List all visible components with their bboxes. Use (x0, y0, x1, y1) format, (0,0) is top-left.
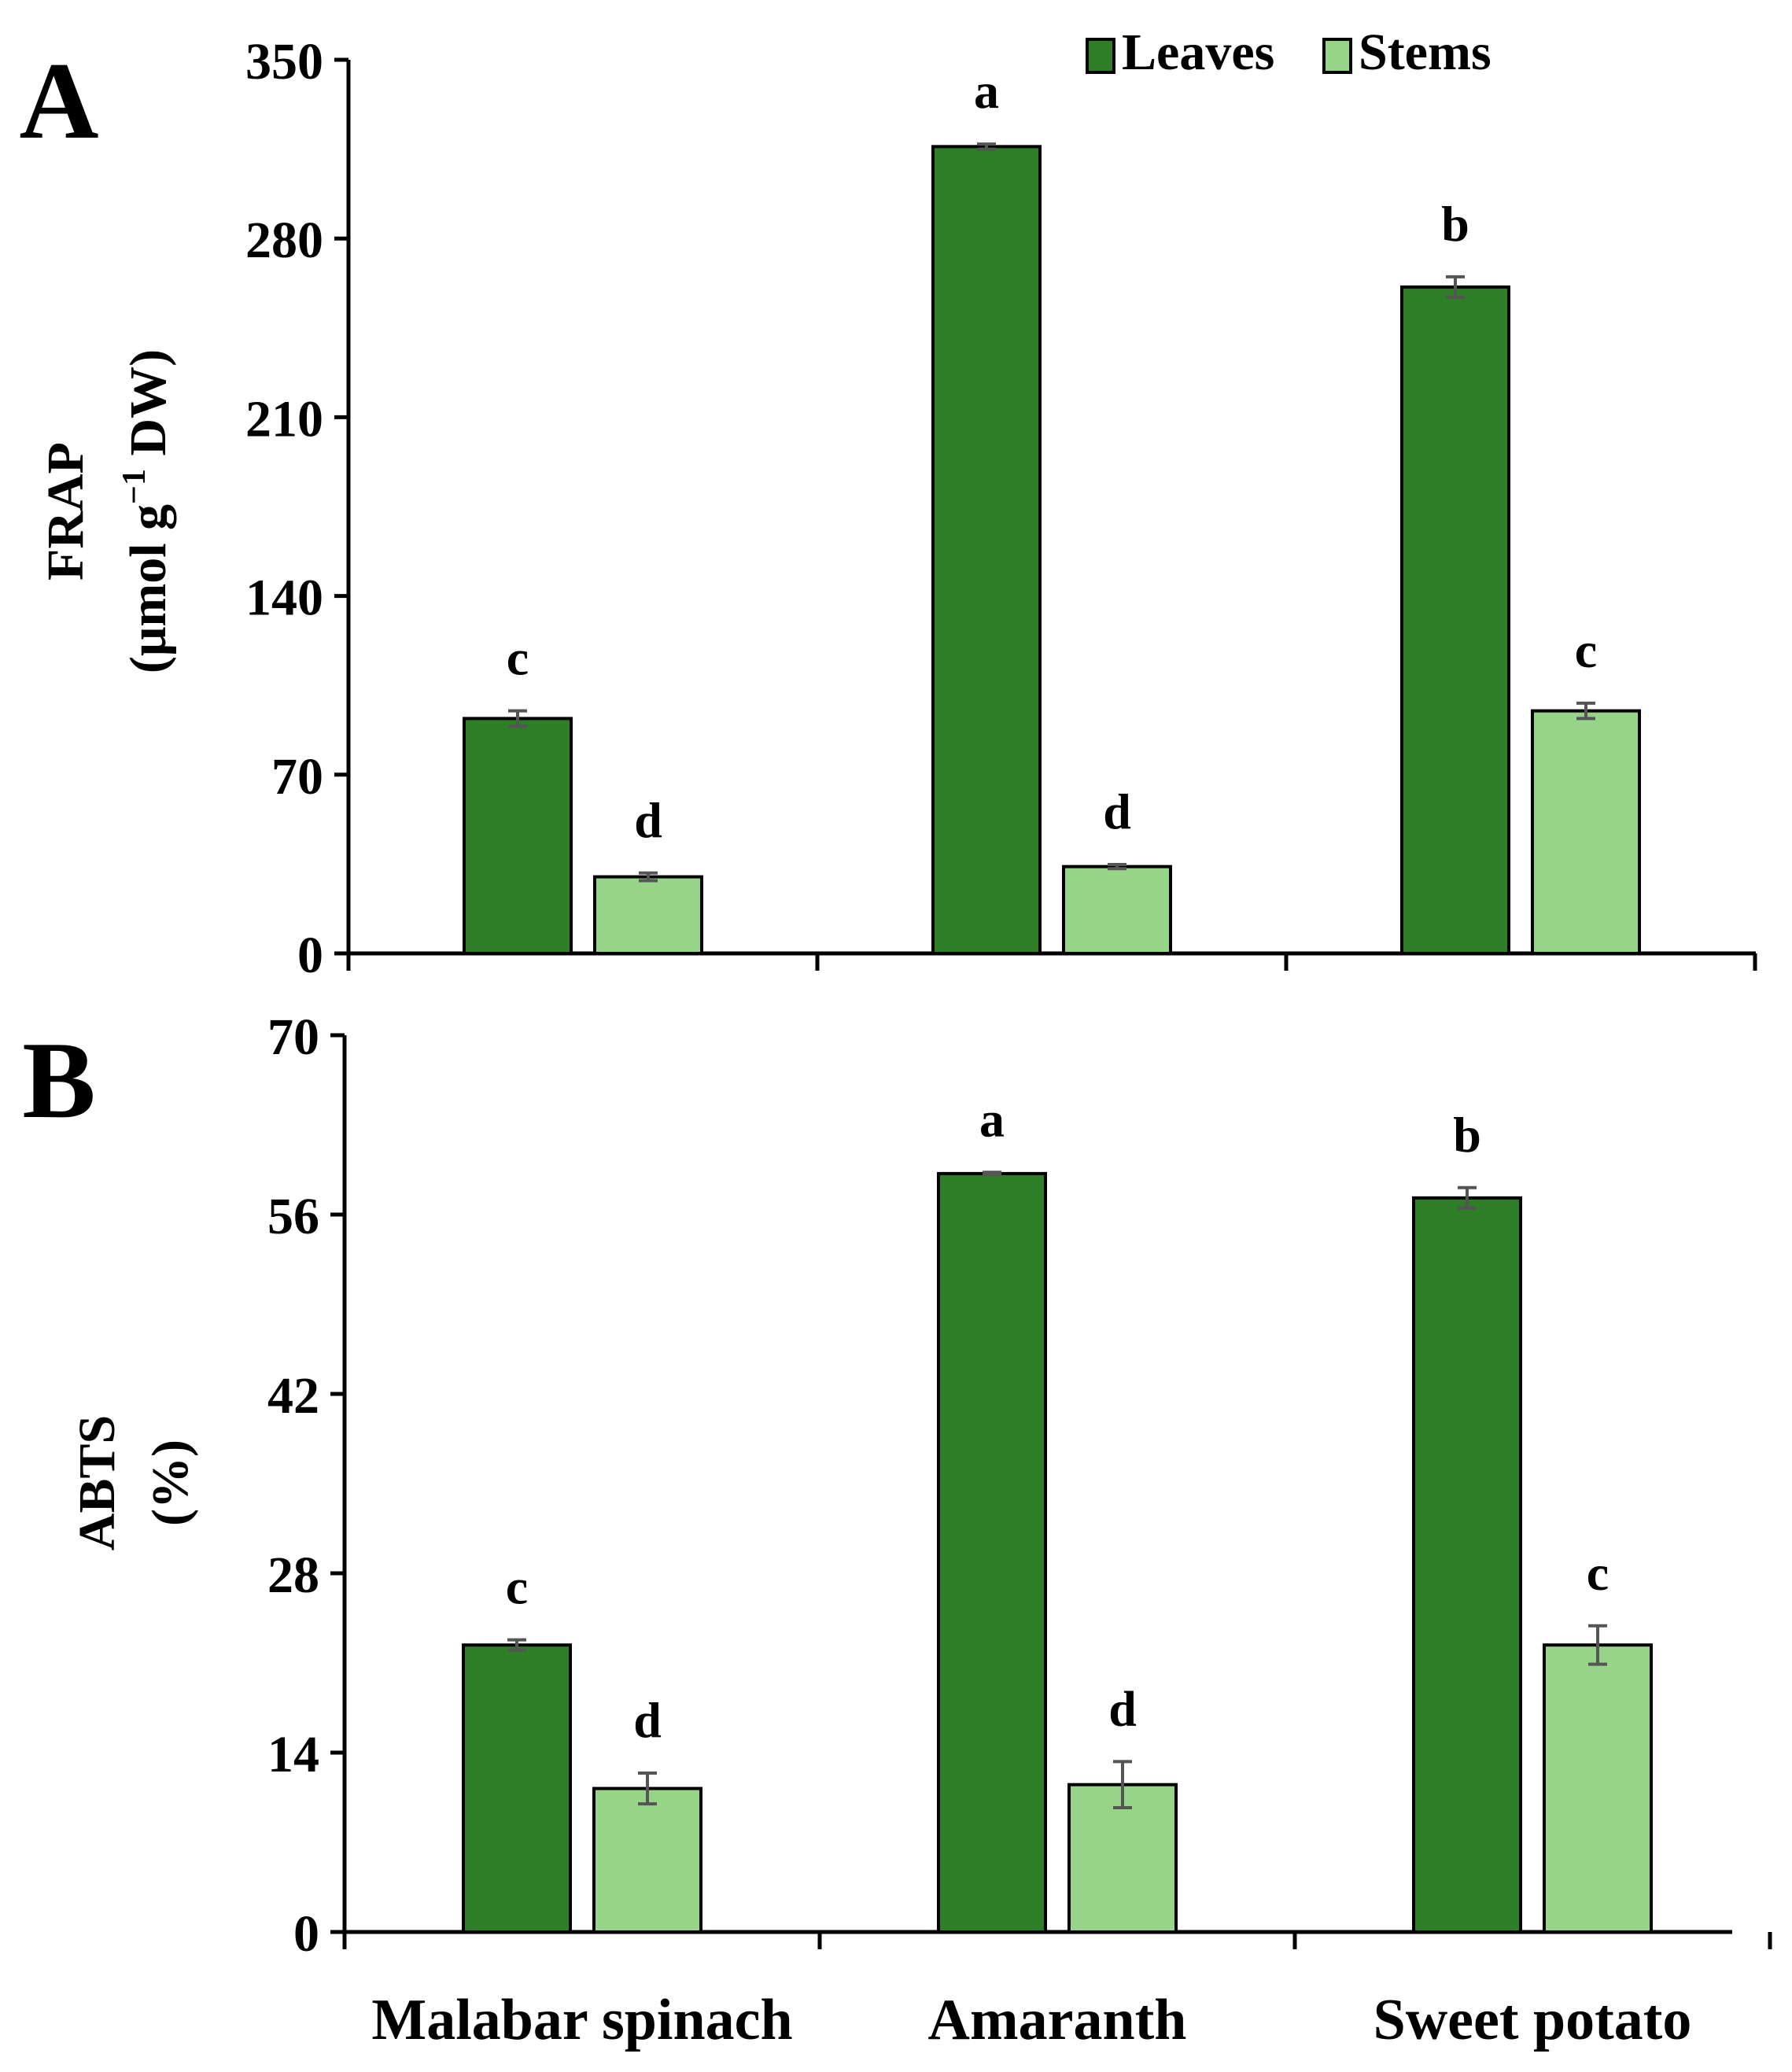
y-axis-label-line2: (μmol g−1 DW) (116, 349, 177, 673)
leaves-bar (1412, 1196, 1522, 1934)
leaves-bar (1400, 285, 1510, 955)
y-tick-label: 70 (271, 748, 323, 806)
significance-letter: d (1108, 1680, 1137, 1736)
significance-letter: c (506, 1559, 528, 1615)
y-tick-label: 42 (267, 1367, 319, 1425)
y-tick-label: 210 (245, 390, 323, 448)
panel-b-abts: B ABTS (%) 0 14 28 42 56 70 c d Malabar spinach a d Am… (22, 1008, 1772, 2052)
y-tick-label: 0 (297, 927, 323, 984)
y-axis-label-unit: (μmol g (120, 504, 177, 673)
panel-label: B (22, 1019, 95, 1141)
y-tick-label: 14 (267, 1726, 319, 1783)
significance-letter: a (974, 63, 999, 119)
x-category-label: Sweet potato (1373, 1988, 1692, 2052)
legend-swatch-stems (1322, 38, 1352, 74)
x-category-label: Malabar spinach (371, 1988, 792, 2052)
y-axis-label-line1: ABTS (68, 1415, 126, 1550)
significance-letter: a (979, 1091, 1005, 1147)
legend-swatch-leaves (1086, 38, 1115, 74)
significance-letter: b (1441, 196, 1469, 252)
stems-bar (592, 1786, 702, 1934)
y-tick-label: 280 (245, 212, 323, 269)
y-axis-label-line1: FRAP (37, 442, 94, 581)
stems-bar (1062, 865, 1172, 956)
panel-label: A (19, 40, 98, 162)
x-category-label: Amaranth (928, 1988, 1187, 2052)
panel-a-frap: A FRAP (μmol g−1 DW) 0 70 140 210 280 350 c d a d b c L… (19, 24, 1757, 984)
y-tick-label: 350 (245, 33, 323, 90)
y-axis-label-unit-suffix: DW) (120, 349, 177, 469)
significance-letter: d (634, 792, 662, 848)
significance-letter: c (1575, 622, 1597, 678)
stems-bar (1543, 1643, 1653, 1934)
y-axis-label-unit: (%) (142, 1440, 199, 1526)
stems-bar (1531, 709, 1641, 956)
y-axis-label-line2: (%) (142, 1440, 199, 1526)
significance-letter: d (1103, 783, 1131, 839)
y-tick-label: 70 (267, 1008, 319, 1066)
y-axis-label-superscript: −1 (116, 469, 153, 504)
significance-letter: d (633, 1692, 662, 1748)
y-tick-label: 56 (267, 1188, 319, 1245)
leaves-bar (462, 1643, 572, 1934)
leaves-bar (931, 145, 1042, 956)
leaves-bar (463, 717, 573, 955)
y-tick-label: 28 (267, 1547, 319, 1604)
legend-label-leaves: Leaves (1122, 24, 1274, 81)
significance-letter: c (507, 630, 529, 686)
significance-letter: c (1587, 1545, 1609, 1601)
y-tick-label: 140 (245, 570, 323, 627)
stems-bar (593, 875, 703, 955)
legend-label-stems: Stems (1359, 24, 1491, 81)
y-tick-label: 0 (293, 1905, 319, 1963)
leaves-bar (937, 1171, 1047, 1934)
significance-letter: b (1453, 1107, 1481, 1163)
